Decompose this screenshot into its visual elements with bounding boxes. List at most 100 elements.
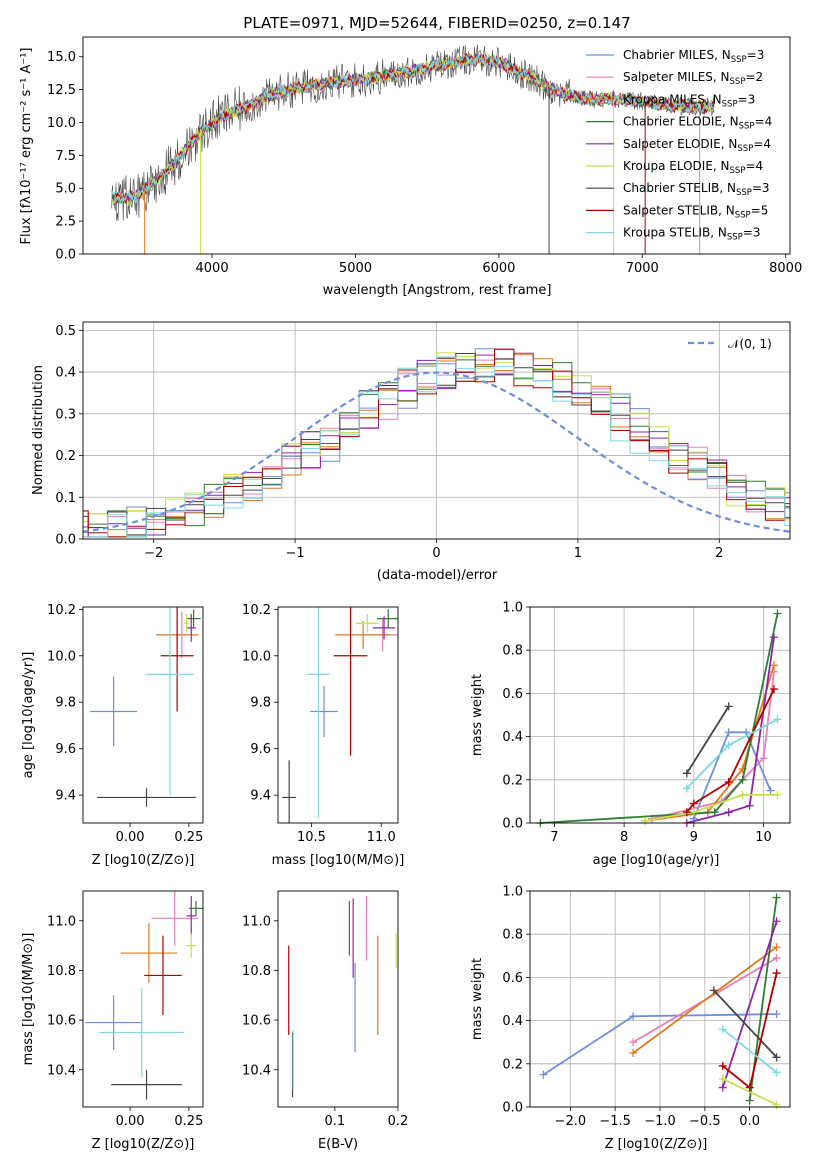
- weight-marker: [769, 633, 778, 642]
- y-tick-label: 10.0: [242, 649, 271, 664]
- weight-series-line: [722, 1028, 778, 1074]
- y-tick-label: 0.0: [502, 817, 523, 832]
- legend-label-subscript: SSP: [730, 77, 746, 87]
- legend-label-subscript: SSP: [730, 166, 746, 176]
- histogram-series: [83, 348, 790, 538]
- y-tick-label: 0.2: [55, 449, 76, 464]
- y-tick-label: 0.8: [502, 928, 523, 943]
- y-tick-label: 1.0: [502, 885, 523, 900]
- y-tick-label: 10.4: [242, 1063, 271, 1078]
- weight-marker: [629, 1049, 638, 1057]
- errorbar-points: [90, 607, 201, 807]
- legend-label-tail: =5: [751, 203, 769, 217]
- y-tick-label: 1.0: [502, 601, 523, 616]
- x-tick-label: 11.0: [367, 830, 396, 845]
- y-tick-label: 11.0: [242, 914, 271, 929]
- residual-xlabel: (data-model)/error: [377, 568, 498, 583]
- weight-marker: [629, 1038, 638, 1047]
- errorbar-points: [288, 895, 397, 1098]
- weight-marker: [772, 917, 781, 926]
- x-tick-label: 8: [620, 830, 628, 845]
- y-tick-label: 0.2: [502, 1057, 523, 1072]
- legend-label-subscript: SSP: [731, 55, 747, 65]
- mass-vs-z-panel: 0.00 0.25 10.4 10.6 10.8 11.0 Z [log10(Z/Z⊙)]…: [21, 890, 204, 1152]
- weight-marker: [689, 799, 698, 808]
- y-tick-label: 10.0: [47, 649, 76, 664]
- y-tick-label: 9.6: [55, 742, 76, 757]
- y-tick-label: 0.0: [502, 1101, 523, 1116]
- weight-marker: [742, 728, 751, 737]
- weight-marker: [724, 702, 733, 711]
- age-vs-mass-xlabel: mass [log10(M/M⊙)]: [272, 853, 405, 868]
- mass-vs-z-plot-area: 0.00 0.25 10.4 10.6 10.8 11.0: [47, 890, 204, 1129]
- legend-label-main: Chabrier ELODIE, N: [623, 115, 739, 129]
- age-vs-z-xlabel: Z [log10(Z/Z⊙)]: [92, 853, 195, 868]
- normal-curve: [83, 371, 790, 533]
- weight-series-line: [686, 705, 730, 774]
- legend-label-tail: =4: [753, 137, 771, 151]
- weight-marker: [772, 953, 781, 962]
- weight-vs-age-ylabel: mass weight: [470, 674, 485, 756]
- axes-frame: [529, 606, 791, 824]
- y-tick-label: 9.8: [250, 696, 271, 711]
- x-tick-label: 10.5: [297, 830, 326, 845]
- legend-label-main: Salpeter MILES, N: [623, 70, 730, 84]
- y-tick-label: 9.4: [55, 789, 76, 804]
- weight-marker: [724, 728, 733, 737]
- legend-label-main: Kroupa MILES, N: [623, 92, 722, 106]
- x-tick-label: 6000: [482, 261, 515, 276]
- age-vs-mass-plot-area: 10.5 11.0 9.4 9.6 9.8 10.0 10.2: [242, 603, 399, 845]
- weight-marker: [724, 808, 733, 817]
- weight-marker: [738, 790, 747, 799]
- errorbar-points: [85, 891, 203, 1100]
- x-tick-label: −0.5: [689, 1114, 721, 1129]
- spectrum-plot-area: 4000 5000 6000 7000 8000 0.0 2.5 5.0 7.5 10.0 12.5…: [47, 36, 802, 276]
- x-tick-label: 8000: [769, 261, 802, 276]
- weight-marker: [772, 1068, 781, 1077]
- weight-vs-z-plot-area: −2.0 −1.5 −1.0 −0.5 0.0 0.0 0.2 0.4 0.6 0.8 1.0: [502, 885, 791, 1129]
- legend-label-subscript: SSP: [722, 99, 738, 109]
- y-tick-label: 0.0: [55, 533, 76, 548]
- spectrum-xlabel: wavelength [Angstrom, rest frame]: [323, 283, 552, 298]
- spectrum-title: PLATE=0971, MJD=52644, FIBERID=0250, z=0…: [243, 14, 630, 32]
- legend-label-subscript: SSP: [737, 144, 753, 154]
- legend-label-main: Salpeter ELODIE, N: [623, 137, 737, 151]
- y-tick-label: 10.2: [47, 603, 76, 618]
- x-tick-label: 0.25: [174, 830, 203, 845]
- axes-frame: [82, 36, 791, 255]
- mass-vs-ebv-plot-area: 0.1 0.2 10.4 10.6 10.8 11.0: [242, 890, 408, 1129]
- x-tick-label: 0.1: [324, 1114, 345, 1129]
- weight-series-line: [644, 665, 775, 822]
- weight-vs-z-ylabel: mass weight: [470, 958, 485, 1040]
- y-tick-label: 9.6: [250, 742, 271, 757]
- weight-series-line: [686, 637, 775, 824]
- y-tick-label: 0.0: [55, 248, 76, 263]
- weight-series-line: [540, 613, 779, 824]
- spectrum-panel: PLATE=0971, MJD=52644, FIBERID=0250, z=0…: [19, 14, 802, 298]
- y-tick-label: 0.1: [55, 491, 76, 506]
- mass-vs-ebv-panel: 0.1 0.2 10.4 10.6 10.8 11.0 E(B-V): [242, 890, 408, 1152]
- spectrum-series-line: [111, 53, 715, 204]
- weight-series-line: [632, 946, 778, 1054]
- weight-marker: [689, 808, 698, 817]
- y-tick-label: 9.4: [250, 789, 271, 804]
- age-vs-z-panel: 0.00 0.25 9.4 9.6 9.8 10.0 10.2 Z [log10(Z/Z⊙)…: [21, 603, 204, 868]
- weight-series-line: [644, 794, 778, 822]
- weight-series: [539, 893, 781, 1109]
- x-tick-label: 10: [755, 830, 772, 845]
- weight-marker: [682, 769, 691, 778]
- weight-marker: [766, 786, 775, 795]
- weight-marker: [772, 1100, 781, 1109]
- axes-frame: [277, 606, 399, 824]
- weight-series-line: [722, 1078, 777, 1106]
- y-tick-label: 2.5: [55, 215, 76, 230]
- legend-label-tail: =3: [747, 48, 765, 62]
- x-tick-label: 4000: [196, 261, 229, 276]
- x-tick-label: 0.00: [116, 830, 145, 845]
- weight-marker: [772, 893, 781, 902]
- x-tick-label: −2.0: [555, 1114, 587, 1129]
- weight-marker: [641, 816, 650, 825]
- residual-panel: −2 −1 0 1 2 0.0 0.1 0.2 0.3 0.4 0.5 (data-model)/e…: [31, 321, 791, 583]
- mass-vs-z-xlabel: Z [log10(Z/Z⊙)]: [92, 1137, 195, 1152]
